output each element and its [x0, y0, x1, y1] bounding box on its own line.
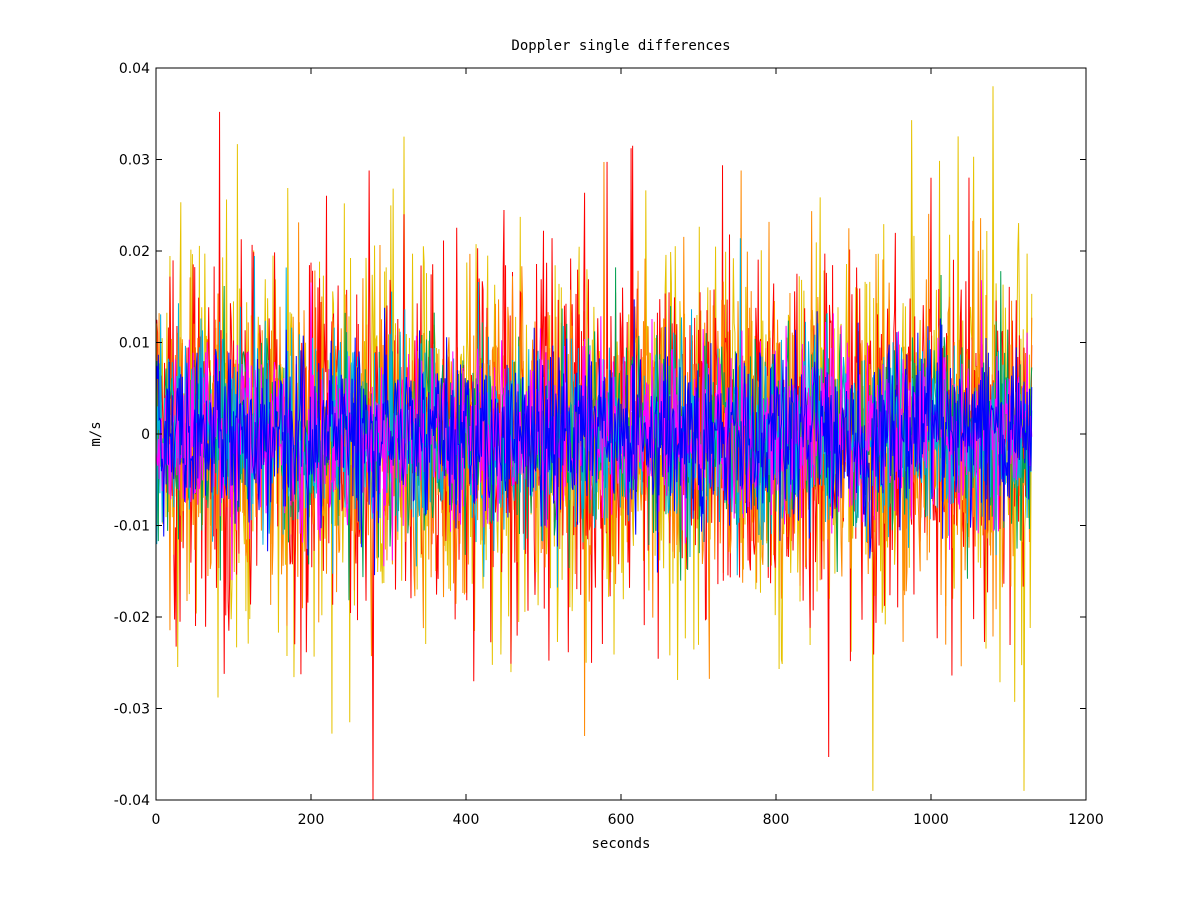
y-tick-label: -0.03 [114, 702, 150, 718]
y-tick-label: 0.02 [119, 244, 150, 260]
y-tick-label: 0 [141, 427, 150, 443]
chart-title: Doppler single differences [511, 38, 730, 54]
series-layer [155, 86, 1033, 801]
y-tick-label: -0.01 [114, 519, 150, 535]
x-tick-label: 400 [453, 812, 480, 828]
y-tick-label: 0.04 [119, 61, 150, 77]
series-line-7 [155, 299, 1033, 576]
y-axis-label: m/s [88, 421, 104, 446]
y-tick-label: 0.01 [119, 336, 150, 352]
y-tick-label: 0.03 [119, 153, 150, 169]
x-tick-label: 200 [298, 812, 325, 828]
y-tick-label: -0.04 [114, 793, 150, 809]
x-tick-label: 0 [152, 812, 161, 828]
y-tick-label: -0.02 [114, 610, 150, 626]
axes-layer: 0 200 400 600 800 1000 12000.040.030.020.010-0… [114, 61, 1104, 828]
x-tick-label: 600 [608, 812, 635, 828]
x-tick-label: 1200 [1068, 812, 1104, 828]
x-tick-label: 800 [763, 812, 790, 828]
x-tick-label: 1000 [913, 812, 949, 828]
x-axis-label: seconds [591, 836, 650, 852]
